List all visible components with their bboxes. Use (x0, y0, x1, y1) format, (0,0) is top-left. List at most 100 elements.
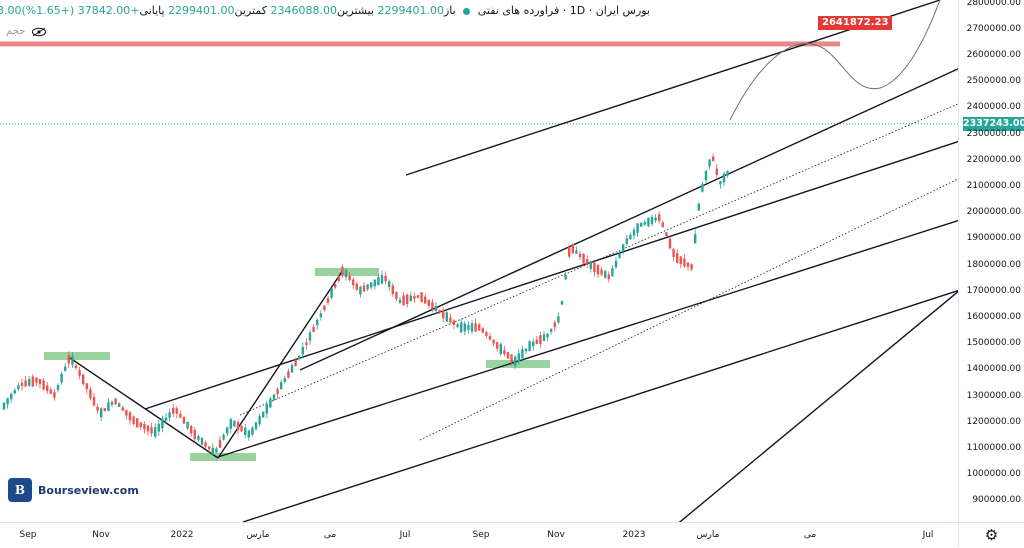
candle-body (632, 229, 636, 236)
volume-indicator[interactable]: حجم (6, 26, 47, 37)
status-dot-icon (463, 7, 471, 15)
candle-body (136, 418, 139, 428)
candle-body (89, 389, 92, 399)
candle-body (384, 275, 387, 282)
candle-body (305, 342, 308, 345)
channel-trendline (299, 68, 958, 371)
candle-body (416, 295, 420, 298)
candle-body (478, 324, 481, 331)
chart-area[interactable]: بورس ایران · 1D · فراورده های نفتی باز22… (0, 0, 958, 522)
chart-settings-button[interactable]: ⚙ (958, 522, 1024, 547)
candle-body (258, 416, 261, 425)
pattern-trendline (69, 357, 219, 459)
candle-body (100, 408, 103, 418)
candle-body (298, 355, 301, 360)
price-tick-label: 1200000.00 (966, 416, 1021, 427)
candle-body (139, 422, 142, 428)
candle-body (17, 385, 20, 390)
candle-body (593, 262, 596, 273)
candle-body (179, 413, 182, 418)
candle-body (668, 238, 672, 249)
candle-body (60, 373, 63, 383)
candle-body (24, 380, 27, 387)
time-tick-label: Nov (92, 530, 110, 540)
candle-body (427, 299, 430, 306)
candle-body (694, 234, 697, 244)
price-tick-label: 1900000.00 (966, 233, 1021, 244)
price-tick-label: 1800000.00 (966, 259, 1021, 270)
candle-body (362, 285, 366, 292)
candle-body (222, 434, 225, 440)
candle-body (110, 401, 114, 405)
candle-body (600, 269, 603, 275)
candle-body (204, 442, 207, 447)
candle-body (485, 332, 488, 337)
candle-body (524, 348, 528, 352)
price-axis[interactable]: 2337243.00 2800000.00 2700000.00 2600000.0… (958, 0, 1024, 522)
candle-body (481, 328, 484, 333)
candle-body (161, 418, 164, 429)
time-tick-label: 2023 (622, 530, 646, 540)
eye-hidden-icon[interactable] (31, 27, 47, 37)
time-tick-label: می (323, 530, 337, 540)
candle-body (13, 390, 16, 394)
channel-trendline (242, 289, 958, 522)
candle-body (74, 365, 78, 369)
candle-body (190, 426, 193, 434)
symbol-title[interactable]: بورس ایران · 1D · فراورده های نفتی (477, 4, 650, 17)
candle-body (708, 159, 711, 167)
price-tick-label: 1500000.00 (966, 338, 1021, 349)
candle-body (431, 302, 434, 310)
candle-body (301, 346, 304, 355)
price-tick-label: 900000.00 (972, 495, 1021, 506)
candle-body (654, 217, 657, 221)
candle-body (168, 412, 171, 418)
price-chart[interactable] (0, 0, 958, 522)
candle-body (679, 256, 682, 264)
candle-body (622, 244, 625, 251)
candle-body (690, 264, 693, 270)
candle-body (456, 324, 459, 327)
candle-body (107, 402, 110, 411)
candle-body (697, 203, 700, 211)
candle-body (636, 223, 639, 233)
price-tick-label: 2400000.00 (966, 102, 1021, 113)
candle-body (330, 288, 333, 298)
candle-body (143, 423, 146, 430)
time-axis[interactable]: Sep Nov 2022 مارس می Jul Sep Nov 2023 مارس می Jul (0, 522, 958, 548)
price-tick-label: 1700000.00 (966, 285, 1021, 296)
candle-body (647, 217, 650, 226)
candle-body (568, 247, 571, 257)
channel-midline (239, 103, 958, 416)
candle-body (474, 323, 477, 332)
time-tick-label: Sep (472, 530, 490, 540)
candle-body (294, 360, 297, 367)
candle-body (78, 370, 81, 376)
candle-body (56, 385, 60, 391)
price-tick-label: 1400000.00 (966, 364, 1021, 375)
volume-label: حجم (6, 26, 26, 37)
candle-body (308, 332, 312, 341)
price-tick-label: 2100000.00 (966, 180, 1021, 191)
current-price-tag: 2337243.00 (963, 116, 1024, 131)
candle-body (334, 283, 337, 288)
candle-body (496, 342, 499, 349)
candle-body (373, 279, 376, 287)
target-price-line (0, 41, 840, 47)
candle-body (722, 173, 726, 183)
candle-body (683, 258, 686, 267)
candle-body (200, 437, 204, 445)
candle-body (406, 294, 409, 305)
candle-body (71, 355, 74, 365)
candle-body (492, 339, 495, 344)
candle-body (499, 344, 502, 354)
candle-body (542, 334, 546, 341)
candle-body (611, 268, 614, 277)
symbol-legend: بورس ایران · 1D · فراورده های نفتی باز22… (0, 4, 650, 17)
projection-curve (729, 0, 941, 121)
candle-body (380, 274, 384, 284)
candle-body (550, 329, 553, 332)
candle-body (290, 365, 294, 373)
candle-body (528, 341, 531, 352)
candle-body (236, 422, 240, 431)
